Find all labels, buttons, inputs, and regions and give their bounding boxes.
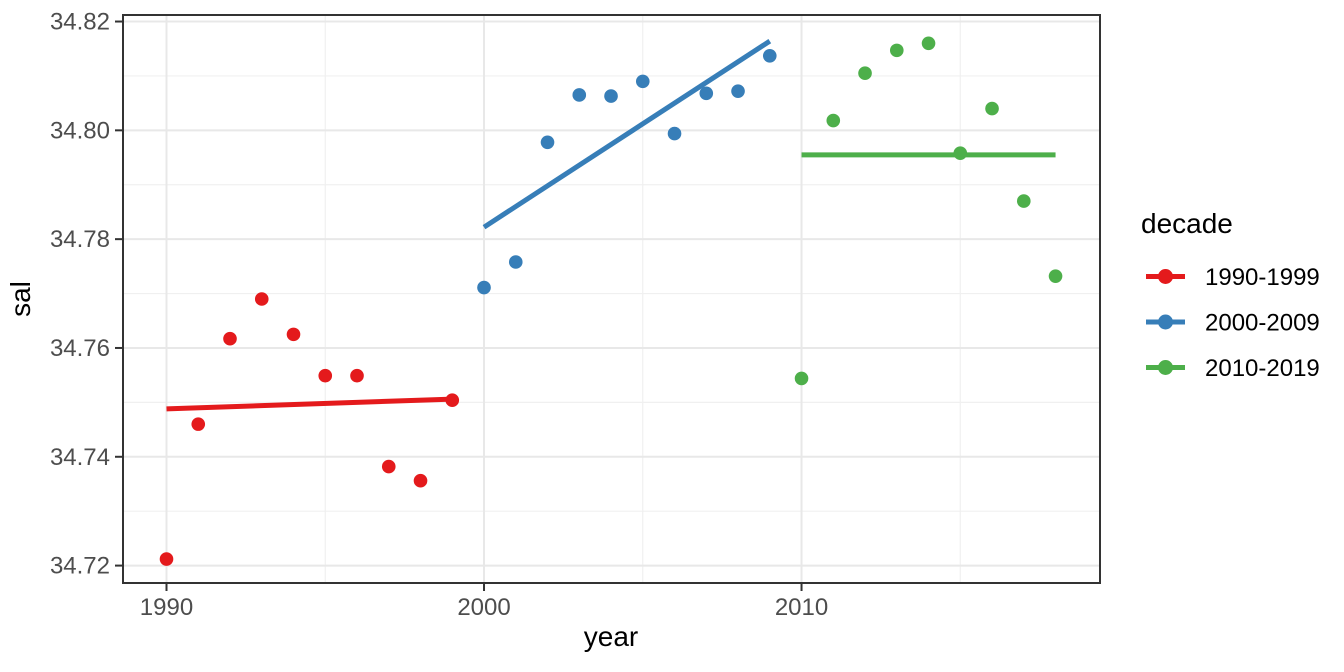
data-point-2010-2019-2016: [985, 101, 999, 116]
data-point-1990-1999-1998: [413, 473, 428, 488]
y-tick-label: 34.80: [50, 117, 110, 144]
y-tick-label: 34.74: [50, 444, 110, 471]
data-point-2010-2019-2012: [858, 66, 872, 81]
data-point-1990-1999-1994: [286, 327, 301, 342]
data-point-2000-2009-2009: [762, 49, 777, 63]
data-point-2010-2019-2010: [794, 371, 809, 386]
data-point-1990-1999-1997: [381, 459, 396, 474]
data-point-1990-1999-1993: [254, 292, 269, 306]
y-axis-title: sal: [5, 281, 36, 317]
legend-entry-label: 2010-2019: [1205, 355, 1320, 382]
y-tick-label: 34.78: [50, 226, 110, 253]
data-point-2010-2019-2014: [921, 36, 936, 51]
data-point-2000-2009-2002: [540, 135, 555, 150]
legend-entry-label: 2000-2009: [1205, 310, 1320, 337]
legend-title: decade: [1141, 208, 1233, 239]
data-point-2000-2009-2001: [508, 255, 523, 269]
data-point-1990-1999-1995: [318, 368, 333, 383]
gridlines-major: [123, 15, 1100, 583]
data-point-2000-2009-2000: [477, 280, 491, 295]
data-point-1990-1999-1992: [223, 331, 237, 346]
legend-entry-2010-2019: 2010-2019: [1146, 355, 1320, 382]
data-point-2010-2019-2018: [1048, 269, 1063, 283]
y-tick-label: 34.76: [50, 335, 110, 362]
data-points: [159, 36, 1063, 566]
panel-border: [122, 14, 1101, 584]
data-point-2010-2019-2013: [889, 43, 904, 58]
data-point-2000-2009-2006: [667, 126, 682, 141]
legend-entry-1990-1999: 1990-1999: [1146, 264, 1320, 291]
legend-key-dot: [1158, 269, 1173, 284]
data-point-2010-2019-2015: [953, 146, 968, 160]
data-point-2010-2019-2017: [1016, 194, 1031, 208]
gridlines-minor: [123, 15, 1100, 583]
y-tick-label: 34.72: [50, 553, 110, 580]
legend-entry-2000-2009: 2000-2009: [1146, 310, 1320, 337]
data-point-2000-2009-2003: [572, 88, 587, 102]
data-point-1990-1999-1990: [159, 552, 174, 566]
y-tick-label: 34.82: [50, 9, 110, 36]
data-point-1990-1999-1999: [445, 393, 460, 407]
data-point-1990-1999-1991: [191, 417, 206, 431]
legend-entry-label: 1990-1999: [1205, 264, 1320, 291]
legend: 1990-1999 2000-2009 2010-2019: [1146, 264, 1320, 382]
data-point-1990-1999-1996: [350, 368, 364, 383]
x-axis-tick-labels: 1990 2000 2010: [140, 594, 828, 621]
data-point-2000-2009-2005: [635, 74, 650, 89]
legend-key-dot: [1158, 360, 1173, 375]
trend-lines: [166, 39, 1056, 412]
x-tick-label: 1990: [140, 594, 193, 621]
legend-key-dot: [1158, 314, 1173, 330]
y-axis-tick-labels: 34.72 34.74 34.76 34.78 34.80 34.82: [50, 9, 110, 580]
trend-line-1990-1999: [166, 396, 453, 412]
data-point-2000-2009-2008: [731, 84, 745, 98]
axis-tick-marks: [115, 20, 803, 591]
trend-line-2000-2009: [482, 39, 772, 230]
x-tick-label: 2010: [775, 594, 828, 621]
data-point-2000-2009-2004: [604, 89, 618, 103]
x-tick-label: 2000: [457, 594, 510, 621]
x-axis-title: year: [584, 621, 638, 652]
plot-panel: [123, 15, 1100, 583]
data-point-2000-2009-2007: [699, 86, 714, 101]
data-point-2010-2019-2011: [826, 113, 841, 128]
